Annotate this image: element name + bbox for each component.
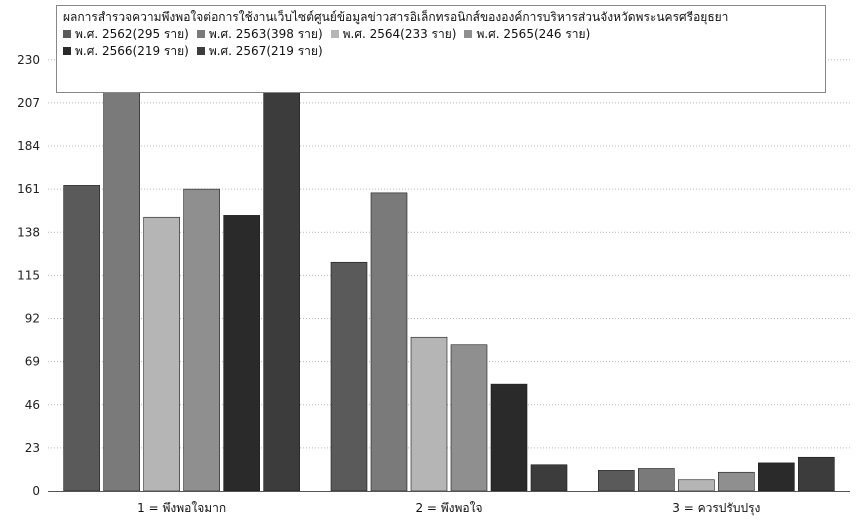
bar bbox=[490, 383, 528, 492]
bar bbox=[103, 63, 140, 492]
legend-item: พ.ศ. 2566(219 ราย) bbox=[63, 43, 189, 60]
bar bbox=[63, 185, 100, 492]
legend-swatch bbox=[63, 30, 71, 38]
legend-label: พ.ศ. 2566(219 ราย) bbox=[75, 44, 189, 58]
legend-item: พ.ศ. 2567(219 ราย) bbox=[196, 43, 323, 60]
x-axis-categories: 1 = พึงพอใจมาก 2 = พึงพอใจ 3 = ควรปรับปรุง bbox=[137, 501, 760, 516]
legend-item: พ.ศ. 2565(246 ราย) bbox=[464, 26, 590, 43]
legend-row: พ.ศ. 2562(295 ราย) พ.ศ. 2563(398 ราย) พ.ศ.… bbox=[63, 26, 819, 43]
legend-item: พ.ศ. 2563(398 ราย) bbox=[196, 26, 323, 43]
chart-title: ผลการสำรวจความพึงพอใจต่อการใช้งานเว็บไซต… bbox=[63, 10, 729, 24]
legend-label: พ.ศ. 2563(398 ราย) bbox=[208, 27, 323, 41]
y-tick-label: 46 bbox=[25, 398, 40, 412]
bar bbox=[410, 336, 448, 492]
bar bbox=[183, 188, 220, 492]
x-category-label: 1 = พึงพอใจมาก bbox=[137, 501, 226, 515]
bar bbox=[678, 479, 715, 492]
bar bbox=[798, 456, 835, 492]
bar bbox=[143, 216, 180, 492]
bar bbox=[598, 470, 635, 492]
legend-swatch bbox=[196, 30, 205, 38]
bar bbox=[718, 471, 755, 492]
legend-label: พ.ศ. 2567(219 ราย) bbox=[208, 44, 323, 58]
y-tick-label: 69 bbox=[25, 355, 40, 369]
bars bbox=[63, 63, 835, 492]
bar bbox=[530, 464, 568, 492]
bar bbox=[263, 76, 300, 492]
y-axis-ticks: 0 23 46 69 92 115 138 161 184 207 230 bbox=[17, 53, 40, 498]
legend: ผลการสำรวจความพึงพอใจต่อการใช้งานเว็บไซต… bbox=[56, 5, 826, 93]
y-tick-label: 184 bbox=[17, 139, 40, 153]
bar bbox=[450, 344, 488, 492]
legend-swatch bbox=[330, 30, 339, 38]
bar bbox=[370, 192, 408, 492]
x-category-label: 2 = พึงพอใจ bbox=[415, 501, 482, 515]
legend-swatch bbox=[464, 30, 473, 38]
x-category-label: 3 = ควรปรับปรุง bbox=[672, 501, 760, 516]
legend-swatch bbox=[196, 47, 205, 55]
bar bbox=[638, 468, 675, 492]
legend-label: พ.ศ. 2562(295 ราย) bbox=[75, 27, 189, 41]
legend-swatch bbox=[63, 47, 71, 55]
y-tick-label: 161 bbox=[17, 182, 40, 196]
legend-row: พ.ศ. 2566(219 ราย) พ.ศ. 2567(219 ราย) bbox=[63, 43, 819, 60]
y-tick-label: 230 bbox=[17, 53, 40, 67]
y-tick-label: 138 bbox=[17, 225, 40, 239]
y-tick-label: 115 bbox=[17, 268, 40, 282]
y-tick-label: 0 bbox=[32, 484, 40, 498]
y-tick-label: 92 bbox=[25, 312, 40, 326]
bar bbox=[223, 215, 260, 492]
legend-label: พ.ศ. 2565(246 ราย) bbox=[476, 27, 591, 41]
legend-item: พ.ศ. 2562(295 ราย) bbox=[63, 26, 189, 43]
y-tick-label: 207 bbox=[17, 96, 40, 110]
legend-label: พ.ศ. 2564(233 ราย) bbox=[342, 27, 457, 41]
y-tick-label: 23 bbox=[25, 441, 40, 455]
legend-item: พ.ศ. 2564(233 ราย) bbox=[330, 26, 457, 43]
bar bbox=[758, 462, 795, 492]
bar bbox=[330, 261, 368, 492]
